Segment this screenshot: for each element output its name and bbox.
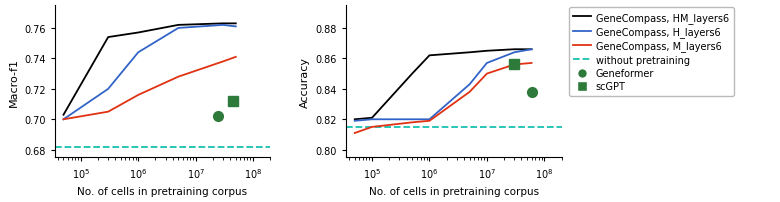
Y-axis label: Accuracy: Accuracy — [300, 56, 310, 107]
X-axis label: No. of cells in pretraining corpus: No. of cells in pretraining corpus — [369, 186, 539, 196]
Legend: GeneCompass, HM_layers6, GeneCompass, H_layers6, GeneCompass, M_layers6, without: GeneCompass, HM_layers6, GeneCompass, H_… — [569, 8, 734, 97]
Y-axis label: Macro-f1: Macro-f1 — [9, 57, 19, 106]
X-axis label: No. of cells in pretraining corpus: No. of cells in pretraining corpus — [77, 186, 247, 196]
